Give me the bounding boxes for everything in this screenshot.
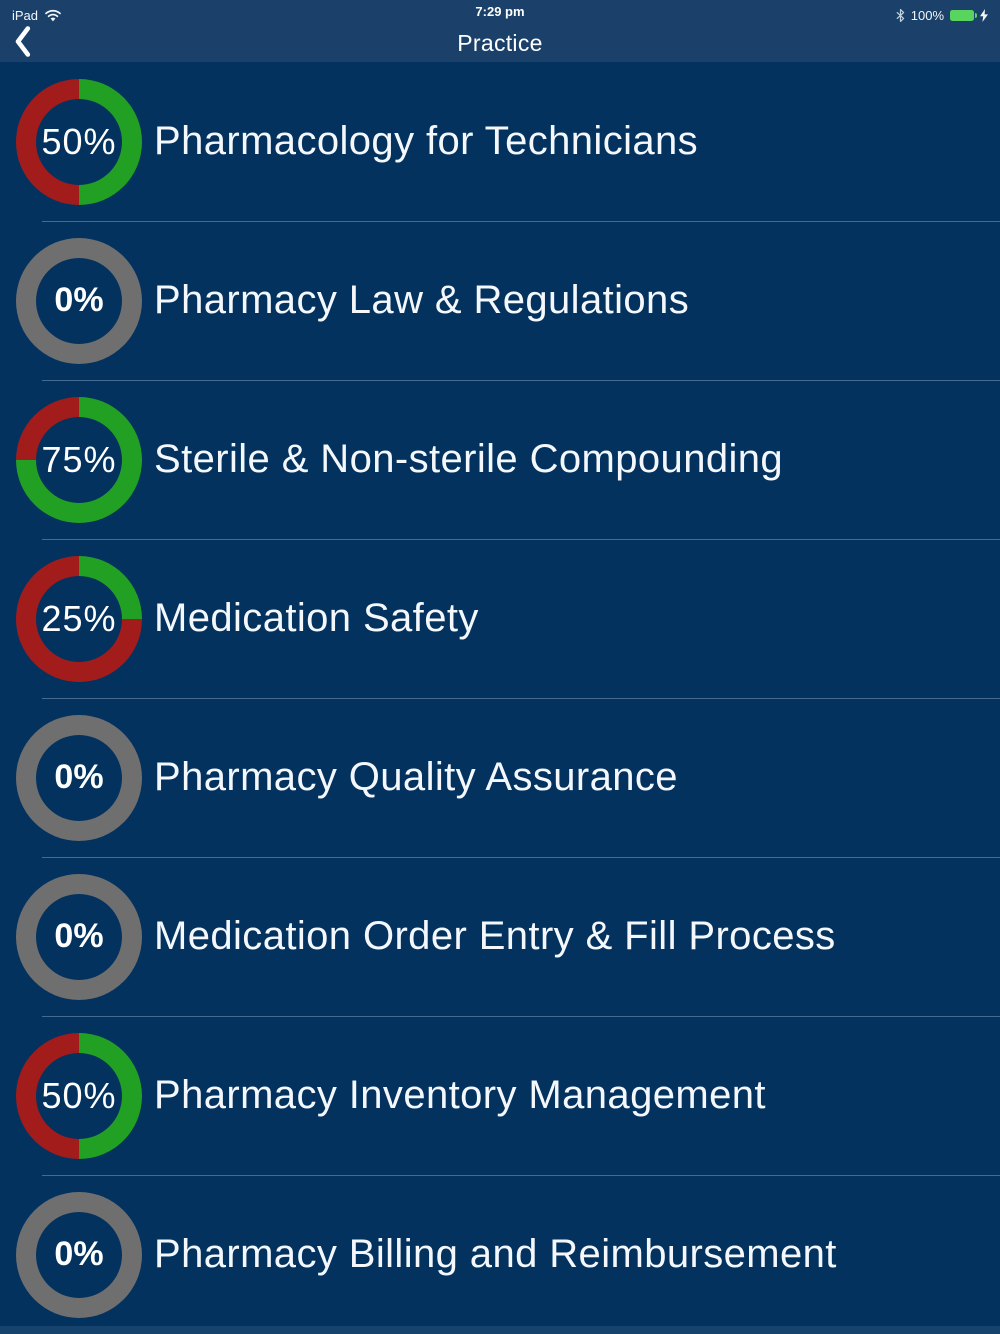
progress-percent-label: 25% (41, 597, 117, 639)
list-item-compounding[interactable]: 75% Sterile & Non-sterile Compounding (0, 380, 1000, 539)
list-item-pharmacology[interactable]: 50% Pharmacology for Technicians (0, 62, 1000, 221)
topic-title: Medication Safety (154, 596, 479, 640)
progress-ring: 0% (16, 714, 142, 841)
progress-percent-label: 50% (41, 1074, 117, 1116)
topic-title: Pharmacy Inventory Management (154, 1073, 766, 1117)
progress-ring: 0% (16, 237, 142, 364)
progress-ring: 75% (16, 396, 142, 523)
back-chevron-icon (14, 25, 31, 57)
topic-title: Pharmacology for Technicians (154, 119, 699, 163)
next-row-sliver (0, 1325, 1000, 1334)
progress-ring: 50% (16, 78, 142, 205)
nav-bar: Practice (0, 25, 1000, 64)
progress-percent-label: 0% (54, 1235, 104, 1273)
list-item-order-entry[interactable]: 0% Medication Order Entry & Fill Process (0, 857, 1000, 1016)
topic-title: Sterile & Non-sterile Compounding (154, 437, 784, 481)
progress-percent-label: 50% (41, 120, 117, 162)
battery-percent-label: 100% (910, 8, 944, 23)
progress-percent-label: 0% (54, 281, 104, 319)
bluetooth-icon (896, 9, 905, 22)
carrier-label: iPad (12, 8, 39, 23)
top-bar: iPad 7:29 pm 100% (0, 0, 1000, 62)
wifi-icon (44, 9, 62, 22)
progress-ring: 0% (16, 1191, 142, 1318)
status-time: 7:29 pm (475, 4, 525, 19)
back-button[interactable] (14, 23, 44, 59)
progress-ring: 50% (16, 1032, 142, 1159)
progress-percent-label: 75% (41, 438, 117, 480)
list-item-billing-reimbursement[interactable]: 0% Pharmacy Billing and Reimbursement (0, 1175, 1000, 1334)
list-item-inventory-management[interactable]: 50% Pharmacy Inventory Management (0, 1016, 1000, 1175)
charging-bolt-icon (980, 9, 988, 22)
page-title: Practice (457, 30, 543, 56)
topic-title: Pharmacy Quality Assurance (154, 755, 678, 799)
topic-title: Medication Order Entry & Fill Process (154, 914, 836, 958)
list-item-medication-safety[interactable]: 25% Medication Safety (0, 539, 1000, 698)
progress-percent-label: 0% (54, 917, 104, 955)
status-bar: iPad 7:29 pm 100% (0, 0, 1000, 29)
list-item-law-regulations[interactable]: 0% Pharmacy Law & Regulations (0, 221, 1000, 380)
topic-title: Pharmacy Billing and Reimbursement (154, 1232, 837, 1276)
list-item-quality-assurance[interactable]: 0% Pharmacy Quality Assurance (0, 698, 1000, 857)
progress-ring: 25% (16, 555, 142, 682)
progress-percent-label: 0% (54, 758, 104, 796)
topic-title: Pharmacy Law & Regulations (154, 278, 690, 322)
battery-icon (950, 10, 977, 21)
progress-ring: 0% (16, 873, 142, 1000)
topic-list: 50% Pharmacology for Technicians 0% Phar… (0, 62, 1000, 1334)
